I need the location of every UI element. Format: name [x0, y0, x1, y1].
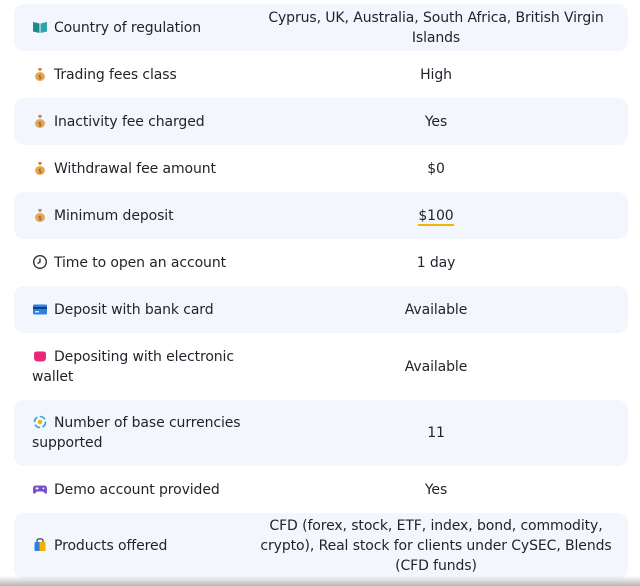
row-label: Number of base currencies supported: [32, 414, 241, 451]
table-row: $ Trading fees class High: [14, 51, 628, 98]
svg-text:$: $: [38, 74, 42, 81]
svg-text:$: $: [38, 121, 42, 128]
table-row: Depositing with electronic wallet Availa…: [14, 333, 628, 400]
table-row: Country of regulation Cyprus, UK, Austra…: [14, 4, 628, 51]
table-row: Deposit with bank card Available: [14, 286, 628, 333]
book-icon: [32, 19, 48, 35]
svg-text:$: $: [38, 168, 42, 175]
clock-icon: [32, 254, 48, 270]
row-value: Cyprus, UK, Australia, South Africa, Bri…: [268, 9, 604, 46]
money-bag-icon: $: [32, 66, 48, 82]
table-row: $ Withdrawal fee amount $0: [14, 145, 628, 192]
gamepad-icon: [32, 481, 48, 497]
bottom-shadow: [0, 576, 640, 586]
row-label: $ Minimum deposit: [14, 206, 250, 226]
wallet-icon: [32, 348, 48, 364]
table-row: Time to open an account 1 day: [14, 239, 628, 286]
money-bag-icon: $: [32, 207, 48, 223]
money-bag-icon: $: [32, 160, 48, 176]
shopping-bag-icon: [32, 537, 48, 553]
row-label: Country of regulation: [14, 18, 250, 38]
row-value: 11: [427, 425, 445, 441]
svg-text:$: $: [38, 215, 42, 222]
row-label: Deposit with bank card: [14, 300, 250, 320]
money-bag-icon: $: [32, 113, 48, 129]
table-row: Products offered CFD (forex, stock, ETF,…: [14, 513, 628, 579]
row-value: Available: [404, 301, 468, 318]
row-value: CFD (forex, stock, ETF, index, bond, com…: [260, 518, 612, 574]
row-label: Depositing with electronic wallet: [32, 348, 234, 385]
table-row: $ Minimum deposit $100: [14, 192, 628, 239]
row-label: Demo account provided: [14, 480, 250, 500]
row-value: Yes: [424, 113, 448, 130]
row-label: Products offered: [14, 536, 250, 556]
table-row: Demo account provided Yes: [14, 466, 628, 513]
row-label: Time to open an account: [14, 253, 250, 273]
credit-card-icon: [32, 301, 48, 317]
row-value: $0: [427, 160, 445, 177]
minimum-deposit-link[interactable]: $100: [418, 207, 454, 226]
table-row: $ Inactivity fee charged Yes: [14, 98, 628, 145]
row-value: Yes: [424, 481, 448, 498]
row-value: High: [420, 66, 452, 83]
row-label: $ Withdrawal fee amount: [14, 159, 250, 179]
row-label: $ Inactivity fee charged: [14, 112, 250, 132]
row-value: 1 day: [416, 254, 456, 271]
table-row: Number of base currencies supported 11: [14, 400, 628, 466]
row-label: $ Trading fees class: [14, 65, 250, 85]
broker-info-table: Country of regulation Cyprus, UK, Austra…: [14, 4, 628, 579]
row-value: $100: [250, 206, 628, 226]
row-value: Available: [404, 358, 468, 375]
currency-exchange-icon: [32, 414, 48, 430]
